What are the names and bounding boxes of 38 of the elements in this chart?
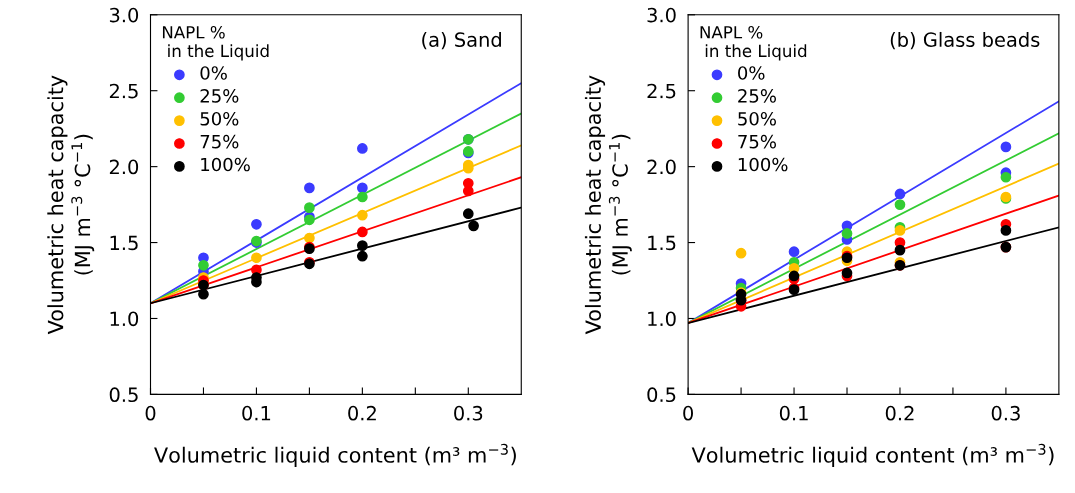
legend-label: 25%: [200, 89, 239, 103]
x-tick-label: 0.1: [242, 405, 271, 421]
legend-label: 0%: [200, 66, 227, 80]
x-axis-title: Volumetric liquid content (m³ m$^{−3}$): [691, 443, 1054, 467]
annotation: (b) Glass beads: [890, 31, 1040, 50]
x-tick-label: 0: [683, 405, 693, 421]
legend-label: 25%: [738, 89, 776, 103]
legend-title: NAPL % in the Liquid: [700, 25, 807, 61]
legend-label: 50%: [738, 111, 776, 126]
y-tick-label: 1.5: [648, 235, 676, 251]
x-tick-label: 0.2: [885, 405, 914, 421]
y-tick-label: 0.5: [109, 387, 138, 403]
x-tick-label: 0.3: [991, 405, 1020, 421]
legend-label: 100%: [738, 157, 788, 172]
x-axis-title: Volumetric liquid content (m³ m$^{−3}$): [154, 443, 516, 467]
y-tick-label: 2.5: [647, 83, 676, 99]
legend-title: NAPL % in the Liquid: [162, 25, 269, 61]
y-tick-label: 2.0: [109, 159, 139, 175]
legend-label: 100%: [201, 157, 250, 172]
y-axis-title: Volumetric heat capacity (MJ m$^{−3}$ °C$^{−1}$): [47, 75, 95, 335]
x-tick-label: 0.1: [779, 405, 808, 421]
legend-label: 75%: [200, 134, 239, 149]
y-tick-label: 2.5: [109, 83, 138, 99]
y-tick-label: 0.5: [647, 387, 676, 403]
x-tick-label: 0: [145, 405, 156, 421]
annotation: (a) Sand: [422, 31, 501, 50]
y-tick-label: 3.0: [647, 7, 676, 23]
y-tick-label: 1.0: [648, 311, 676, 327]
y-tick-label: 1.0: [110, 311, 139, 327]
x-tick-label: 0.2: [348, 405, 376, 421]
y-axis-title: Volumetric heat capacity (MJ m$^{−3}$ °C$^{−1}$): [584, 75, 632, 335]
legend-label: 0%: [738, 66, 765, 80]
x-tick-label: 0.3: [454, 405, 483, 421]
legend-label: 50%: [200, 111, 239, 126]
y-tick-label: 2.0: [647, 159, 676, 175]
y-tick-label: 1.5: [110, 235, 138, 251]
y-tick-label: 3.0: [109, 7, 139, 23]
legend-label: 75%: [738, 134, 776, 149]
